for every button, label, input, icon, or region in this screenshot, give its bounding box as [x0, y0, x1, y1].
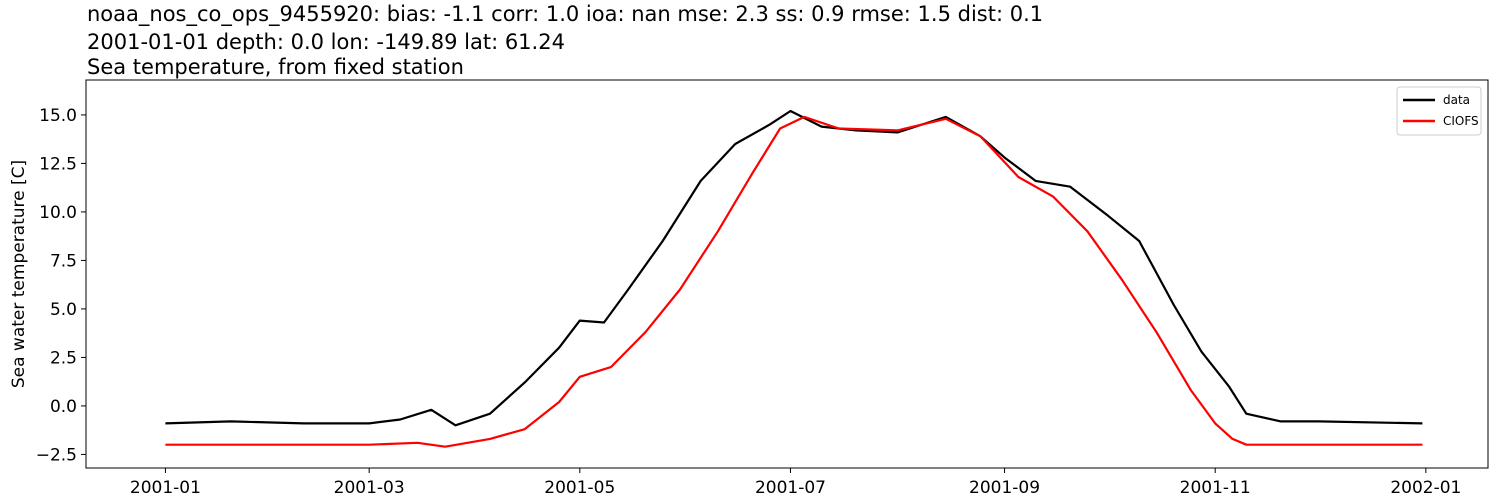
chart-title-line-2: 2001-01-01 depth: 0.0 lon: -149.89 lat: … — [87, 30, 565, 54]
y-tick-label: 7.5 — [50, 251, 77, 271]
legend-label-data: data — [1443, 93, 1470, 107]
x-tick-label: 2001-03 — [334, 478, 405, 498]
series-layer — [165, 109, 1423, 448]
legend-label-CIOFS: CIOFS — [1443, 114, 1479, 128]
y-axis-label: Sea water temperature [C] — [9, 160, 29, 388]
y-tick-label: 0.0 — [50, 397, 77, 417]
x-tick-label: 2001-07 — [755, 478, 826, 498]
plot-frame — [85, 79, 1489, 469]
y-tick-label: 5.0 — [50, 300, 77, 320]
legend: data CIOFS — [1396, 86, 1482, 136]
series-line-data — [165, 109, 1423, 427]
chart-title-line-3: Sea temperature, from fixed station — [87, 55, 464, 79]
x-tick-label: 2001-11 — [1180, 478, 1251, 498]
y-tick-label: 15.0 — [39, 106, 77, 126]
x-tick-label: 2001-05 — [544, 478, 615, 498]
series-line-CIOFS — [165, 115, 1423, 448]
y-axis: −2.5 0.0 2.5 5.0 7.5 10.0 12.5 15.0 — [36, 106, 86, 465]
x-tick-label: 2001-09 — [969, 478, 1040, 498]
y-tick-label: 2.5 — [50, 348, 77, 368]
x-tick-label: 2001-01 — [130, 478, 201, 498]
y-tick-label: 10.0 — [39, 203, 77, 223]
x-axis: 2001-01 2001-03 2001-05 2001-07 2001-09 2001-… — [130, 468, 1461, 498]
y-tick-label: −2.5 — [36, 445, 77, 465]
y-tick-label: 12.5 — [39, 154, 77, 174]
x-tick-label: 2002-01 — [1390, 478, 1461, 498]
chart-title-line-1: noaa_nos_co_ops_9455920: bias: -1.1 corr… — [87, 2, 1044, 26]
